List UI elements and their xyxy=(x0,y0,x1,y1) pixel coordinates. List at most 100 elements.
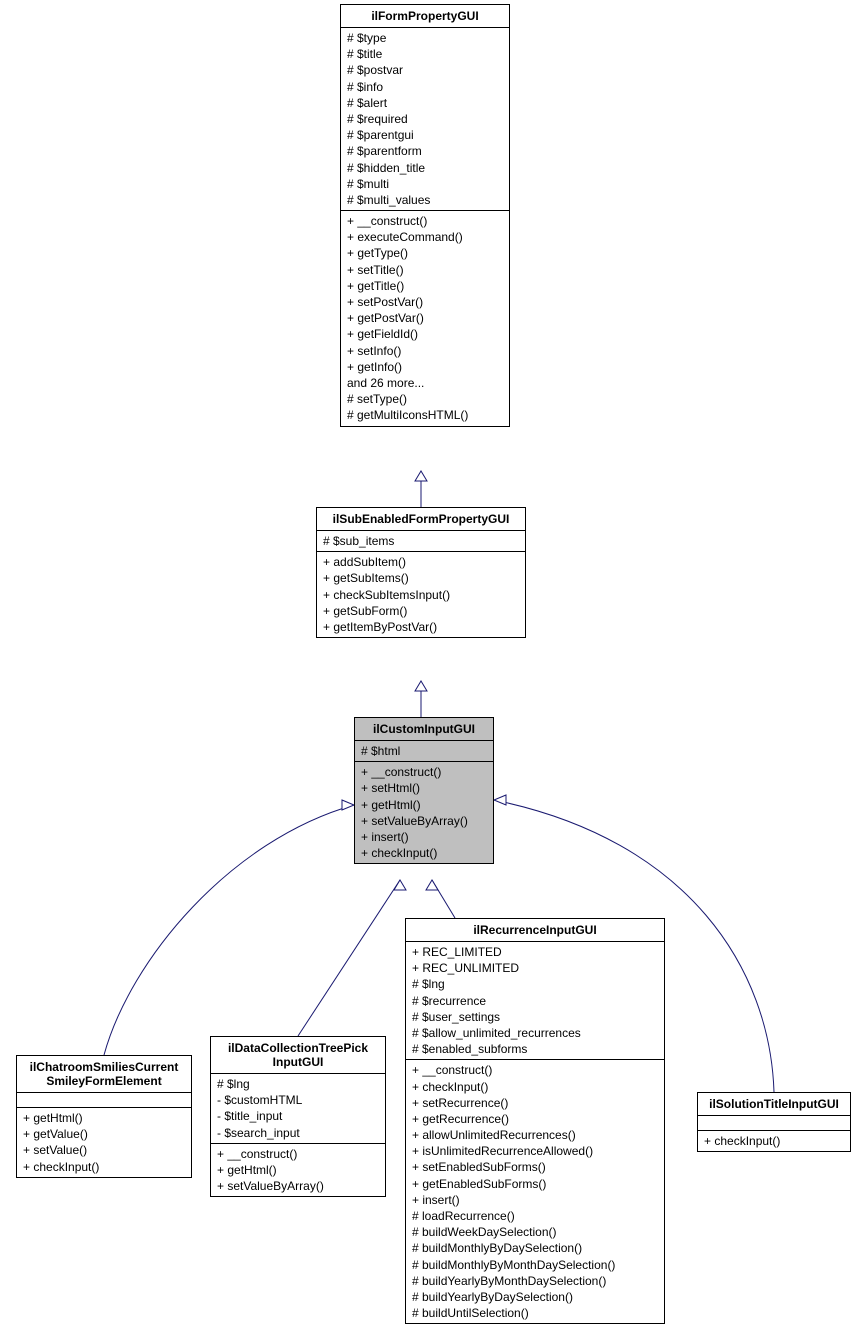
class-attribute: # $type xyxy=(347,30,503,46)
class-attribute: + REC_LIMITED xyxy=(412,944,658,960)
class-operation: + __construct() xyxy=(217,1146,379,1162)
class-operation: + isUnlimitedRecurrenceAllowed() xyxy=(412,1143,658,1159)
class-attributes xyxy=(17,1093,191,1108)
class-attribute: # $html xyxy=(361,743,487,759)
class-ilChatroomSmiliesCurrentSmileyFormElement: ilChatroomSmiliesCurrent SmileyFormEleme… xyxy=(16,1055,192,1178)
class-operation: + getHtml() xyxy=(361,797,487,813)
class-attributes: + REC_LIMITED+ REC_UNLIMITED# $lng# $rec… xyxy=(406,942,664,1060)
class-operation: + insert() xyxy=(412,1192,658,1208)
class-title: ilDataCollectionTreePick InputGUI xyxy=(211,1037,385,1074)
class-operation: + executeCommand() xyxy=(347,229,503,245)
class-operation: and 26 more... xyxy=(347,375,503,391)
class-attributes: # $lng- $customHTML- $title_input- $sear… xyxy=(211,1074,385,1144)
class-operations: + __construct()+ checkInput()+ setRecurr… xyxy=(406,1060,664,1323)
class-attribute: # $lng xyxy=(217,1076,379,1092)
class-operation: + checkInput() xyxy=(412,1079,658,1095)
class-ilSolutionTitleInputGUI: ilSolutionTitleInputGUI + checkInput() xyxy=(697,1092,851,1152)
class-operation: # buildYearlyByDaySelection() xyxy=(412,1289,658,1305)
class-attribute: # $alert xyxy=(347,95,503,111)
class-operation: # setType() xyxy=(347,391,503,407)
class-operation: + setTitle() xyxy=(347,262,503,278)
class-operations: + getHtml()+ getValue()+ setValue()+ che… xyxy=(17,1108,191,1177)
class-operation: # loadRecurrence() xyxy=(412,1208,658,1224)
class-operations: + addSubItem()+ getSubItems()+ checkSubI… xyxy=(317,552,525,637)
class-operation: + getSubForm() xyxy=(323,603,519,619)
class-operation: + getHtml() xyxy=(23,1110,185,1126)
class-attributes xyxy=(698,1116,850,1131)
class-operation: # buildWeekDaySelection() xyxy=(412,1224,658,1240)
class-attribute: - $search_input xyxy=(217,1125,379,1141)
class-ilDataCollectionTreePickInputGUI: ilDataCollectionTreePick InputGUI # $lng… xyxy=(210,1036,386,1197)
class-attribute: - $customHTML xyxy=(217,1092,379,1108)
class-operation: + checkInput() xyxy=(361,845,487,861)
class-operation: + setInfo() xyxy=(347,343,503,359)
class-operation: + getInfo() xyxy=(347,359,503,375)
class-ilCustomInputGUI: ilCustomInputGUI # $html + __construct()… xyxy=(354,717,494,864)
class-attribute: # $recurrence xyxy=(412,993,658,1009)
class-operation: + allowUnlimitedRecurrences() xyxy=(412,1127,658,1143)
class-title: ilChatroomSmiliesCurrent SmileyFormEleme… xyxy=(17,1056,191,1093)
class-attributes: # $html xyxy=(355,741,493,762)
class-title: ilSolutionTitleInputGUI xyxy=(698,1093,850,1116)
class-operation: + __construct() xyxy=(412,1062,658,1078)
class-operation: + __construct() xyxy=(347,213,503,229)
class-attributes: # $sub_items xyxy=(317,531,525,552)
class-ilRecurrenceInputGUI: ilRecurrenceInputGUI + REC_LIMITED+ REC_… xyxy=(405,918,665,1324)
class-operation: + getValue() xyxy=(23,1126,185,1142)
class-operation: + setPostVar() xyxy=(347,294,503,310)
class-title: ilFormPropertyGUI xyxy=(341,5,509,28)
class-operation: + checkInput() xyxy=(704,1133,844,1149)
class-operation: + getFieldId() xyxy=(347,326,503,342)
class-operation: + setRecurrence() xyxy=(412,1095,658,1111)
class-operation: + insert() xyxy=(361,829,487,845)
class-operations: + checkInput() xyxy=(698,1131,850,1151)
class-attribute: # $user_settings xyxy=(412,1009,658,1025)
class-operation: + getItemByPostVar() xyxy=(323,619,519,635)
class-attribute: # $allow_unlimited_recurrences xyxy=(412,1025,658,1041)
class-operation: # buildUntilSelection() xyxy=(412,1305,658,1321)
class-operation: + __construct() xyxy=(361,764,487,780)
class-operation: + checkInput() xyxy=(23,1159,185,1175)
inheritance-edge xyxy=(298,880,400,1036)
class-operation: + setValue() xyxy=(23,1142,185,1158)
class-operation: + setHtml() xyxy=(361,780,487,796)
class-attribute: + REC_UNLIMITED xyxy=(412,960,658,976)
class-title: ilSubEnabledFormPropertyGUI xyxy=(317,508,525,531)
class-attribute: # $enabled_subforms xyxy=(412,1041,658,1057)
class-attribute: # $lng xyxy=(412,976,658,992)
class-operation: # buildMonthlyByDaySelection() xyxy=(412,1240,658,1256)
class-attribute: # $hidden_title xyxy=(347,160,503,176)
class-attribute: # $multi_values xyxy=(347,192,503,208)
class-operations: + __construct()+ getHtml()+ setValueByAr… xyxy=(211,1144,385,1197)
class-operation: + setEnabledSubForms() xyxy=(412,1159,658,1175)
class-operation: # getMultiIconsHTML() xyxy=(347,407,503,423)
class-ilFormPropertyGUI: ilFormPropertyGUI # $type# $title# $post… xyxy=(340,4,510,427)
class-attribute: # $parentform xyxy=(347,143,503,159)
class-operation: # buildMonthlyByMonthDaySelection() xyxy=(412,1257,658,1273)
class-attribute: # $postvar xyxy=(347,62,503,78)
class-operation: + getRecurrence() xyxy=(412,1111,658,1127)
class-title: ilRecurrenceInputGUI xyxy=(406,919,664,942)
inheritance-edge xyxy=(432,880,455,918)
class-attribute: # $multi xyxy=(347,176,503,192)
class-operation: + getHtml() xyxy=(217,1162,379,1178)
class-attribute: # $title xyxy=(347,46,503,62)
class-attribute: # $sub_items xyxy=(323,533,519,549)
class-attribute: # $required xyxy=(347,111,503,127)
class-ilSubEnabledFormPropertyGUI: ilSubEnabledFormPropertyGUI # $sub_items… xyxy=(316,507,526,638)
class-title: ilCustomInputGUI xyxy=(355,718,493,741)
class-operation: + getSubItems() xyxy=(323,570,519,586)
class-operations: + __construct()+ setHtml()+ getHtml()+ s… xyxy=(355,762,493,863)
class-operation: + getEnabledSubForms() xyxy=(412,1176,658,1192)
class-operation: + getType() xyxy=(347,245,503,261)
class-operation: + checkSubItemsInput() xyxy=(323,587,519,603)
class-operations: + __construct()+ executeCommand()+ getTy… xyxy=(341,211,509,425)
class-operation: + getTitle() xyxy=(347,278,503,294)
class-operation: # buildYearlyByMonthDaySelection() xyxy=(412,1273,658,1289)
class-attribute: # $parentgui xyxy=(347,127,503,143)
class-attribute: - $title_input xyxy=(217,1108,379,1124)
class-operation: + setValueByArray() xyxy=(361,813,487,829)
class-operation: + addSubItem() xyxy=(323,554,519,570)
class-operation: + getPostVar() xyxy=(347,310,503,326)
class-attribute: # $info xyxy=(347,79,503,95)
